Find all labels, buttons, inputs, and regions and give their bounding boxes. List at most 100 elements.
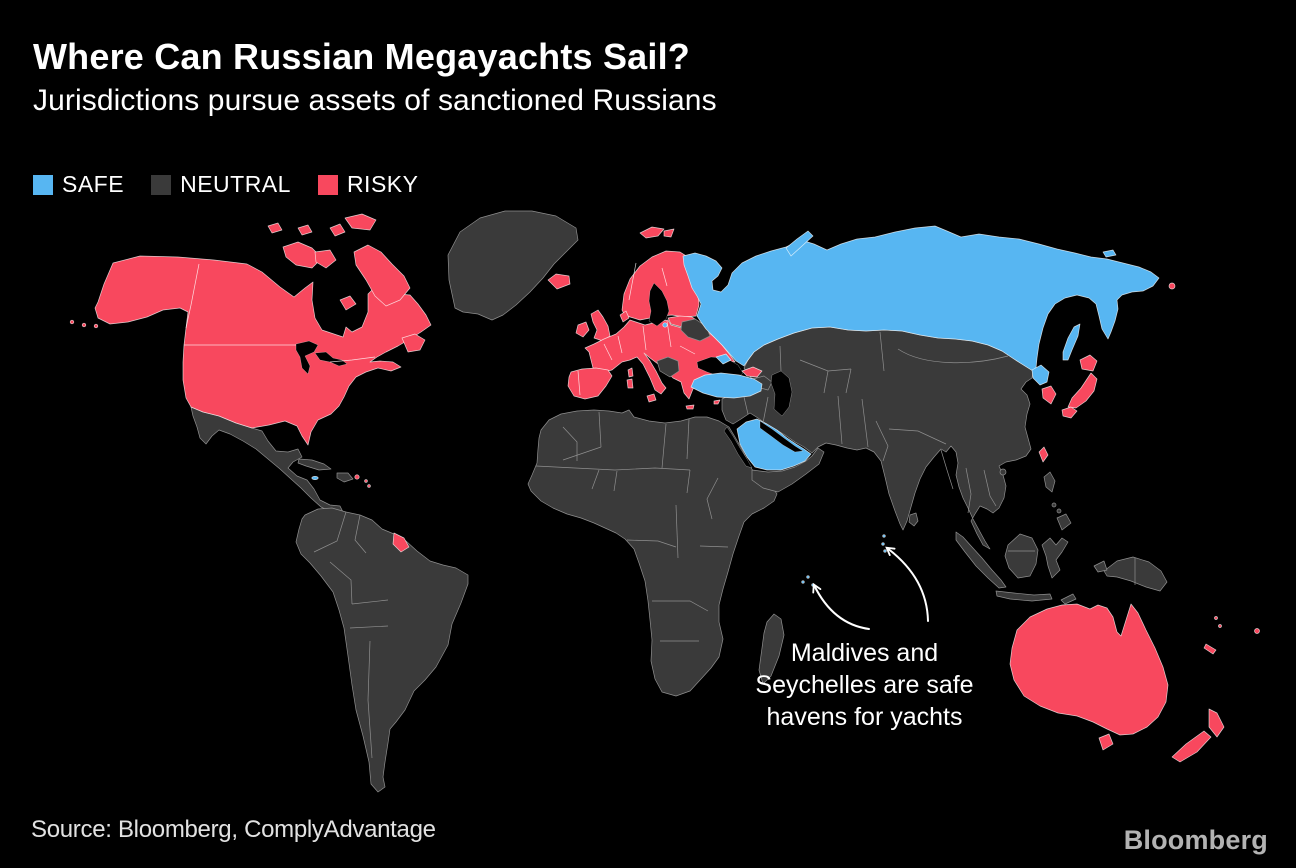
region-aleutians (93, 323, 99, 329)
region-mexico-central-america (190, 406, 344, 514)
country-borders-light (184, 262, 696, 396)
neutral-regions (190, 210, 1168, 793)
region-novaya-zemlya (785, 230, 814, 257)
annotation-line: Maldives and (790, 639, 939, 667)
arrow-to-seychelles-icon (812, 582, 870, 630)
region-crete (685, 404, 695, 410)
region-seychelles (806, 575, 810, 579)
region-new-caledonia (1203, 643, 1217, 655)
region-maldives (882, 534, 886, 538)
source-credit: Source: Bloomberg, ComplyAdvantage (31, 816, 436, 843)
region-georgia (741, 366, 763, 378)
region-timor (1060, 593, 1077, 605)
region-maldives (881, 542, 885, 546)
region-wrangel-island (1102, 249, 1117, 258)
region-arctic-islands (329, 223, 346, 237)
region-iceland (547, 273, 571, 290)
legend-label-neutral: NEUTRAL (180, 171, 291, 197)
legend-item-safe: SAFE (33, 171, 124, 198)
legend-label-safe: SAFE (62, 171, 125, 197)
bloomberg-logo: Bloomberg (1123, 825, 1268, 855)
region-puerto-rico (354, 474, 360, 480)
region-maldives (883, 549, 887, 553)
legend-swatch-risky-icon (317, 174, 338, 195)
region-visayas (1056, 508, 1062, 514)
page-subtitle: Jurisdictions pursue assets of sanctione… (33, 84, 717, 117)
region-united-kingdom (590, 309, 611, 342)
legend-swatch-neutral-icon (151, 174, 172, 195)
water-great-lakes (295, 340, 319, 375)
region-sumatra (955, 531, 1007, 589)
region-sri-lanka (908, 512, 919, 527)
region-antilles (367, 484, 371, 488)
region-kaliningrad (662, 322, 668, 328)
water-red-sea (723, 426, 753, 469)
region-sicily (646, 393, 657, 403)
region-greenland (447, 210, 579, 321)
arrow-to-maldives-icon (885, 546, 929, 622)
annotation-line: havens for yachts (766, 703, 963, 731)
annotation-line: Seychelles are safe (755, 671, 974, 699)
region-vanuatu (1214, 616, 1218, 620)
country-borders-dark (313, 331, 1136, 759)
region-corsica (627, 367, 634, 378)
region-kyushu-shikoku (1061, 406, 1078, 419)
region-hainan (999, 468, 1007, 476)
region-ireland (575, 321, 590, 338)
region-aleutians (81, 322, 87, 328)
region-baffin-island (353, 244, 411, 307)
region-aleutians (69, 319, 75, 325)
region-arctic-islands (344, 213, 377, 231)
region-southampton-island (339, 295, 357, 311)
region-west-papua-head (1093, 560, 1108, 573)
region-yemen-oman (751, 447, 825, 493)
safe-regions (682, 225, 1160, 471)
region-honshu (1067, 372, 1098, 409)
legend-label-risky: RISKY (346, 171, 419, 197)
region-svalbard (639, 226, 665, 239)
region-st-lawrence-island (1168, 282, 1176, 290)
region-taiwan (1038, 446, 1049, 463)
region-new-zealand-north (1208, 708, 1225, 738)
region-french-guiana (392, 532, 410, 553)
region-antilles (364, 479, 368, 483)
region-sardinia (626, 378, 634, 389)
region-seychelles (801, 580, 805, 584)
legend-item-neutral: NEUTRAL (151, 171, 291, 198)
region-turkey (690, 372, 763, 399)
region-madagascar (758, 613, 785, 685)
page-title: Where Can Russian Megayachts Sail? (33, 36, 690, 77)
region-borneo (1004, 533, 1039, 579)
annotation-arrows (812, 546, 929, 630)
region-luzon (1043, 471, 1056, 493)
region-south-korea (1041, 385, 1057, 405)
risky-regions (69, 213, 1260, 763)
region-saudi-arabia-uae (736, 418, 812, 471)
legend-item-risky: RISKY (317, 171, 419, 198)
region-arctic-islands (314, 249, 337, 269)
region-arctic-islands (297, 224, 313, 236)
region-fiji (1254, 628, 1260, 634)
region-new-guinea (1103, 556, 1168, 592)
region-vanuatu (1218, 624, 1222, 628)
water-baltic-sea (648, 282, 670, 327)
legend: SAFE NEUTRAL RISKY (33, 171, 418, 198)
region-western-balkans (656, 356, 680, 378)
water-great-lakes (314, 351, 348, 367)
water-caspian-sea (770, 370, 793, 417)
region-jamaica (311, 476, 319, 480)
region-africa (527, 409, 778, 697)
region-hokkaido (1079, 354, 1098, 372)
region-north-korea (1031, 364, 1050, 386)
region-sakhalin (1062, 323, 1081, 361)
region-tasmania (1098, 733, 1114, 751)
map-annotation: Maldives and Seychelles are safe havens … (752, 637, 977, 733)
region-crimea (715, 353, 732, 365)
region-sulawesi (1041, 537, 1069, 579)
region-new-zealand-south (1171, 730, 1212, 763)
upper-regions (690, 353, 763, 399)
water-overlays (295, 282, 804, 469)
region-north-america (94, 255, 432, 446)
region-australia (1009, 603, 1169, 736)
